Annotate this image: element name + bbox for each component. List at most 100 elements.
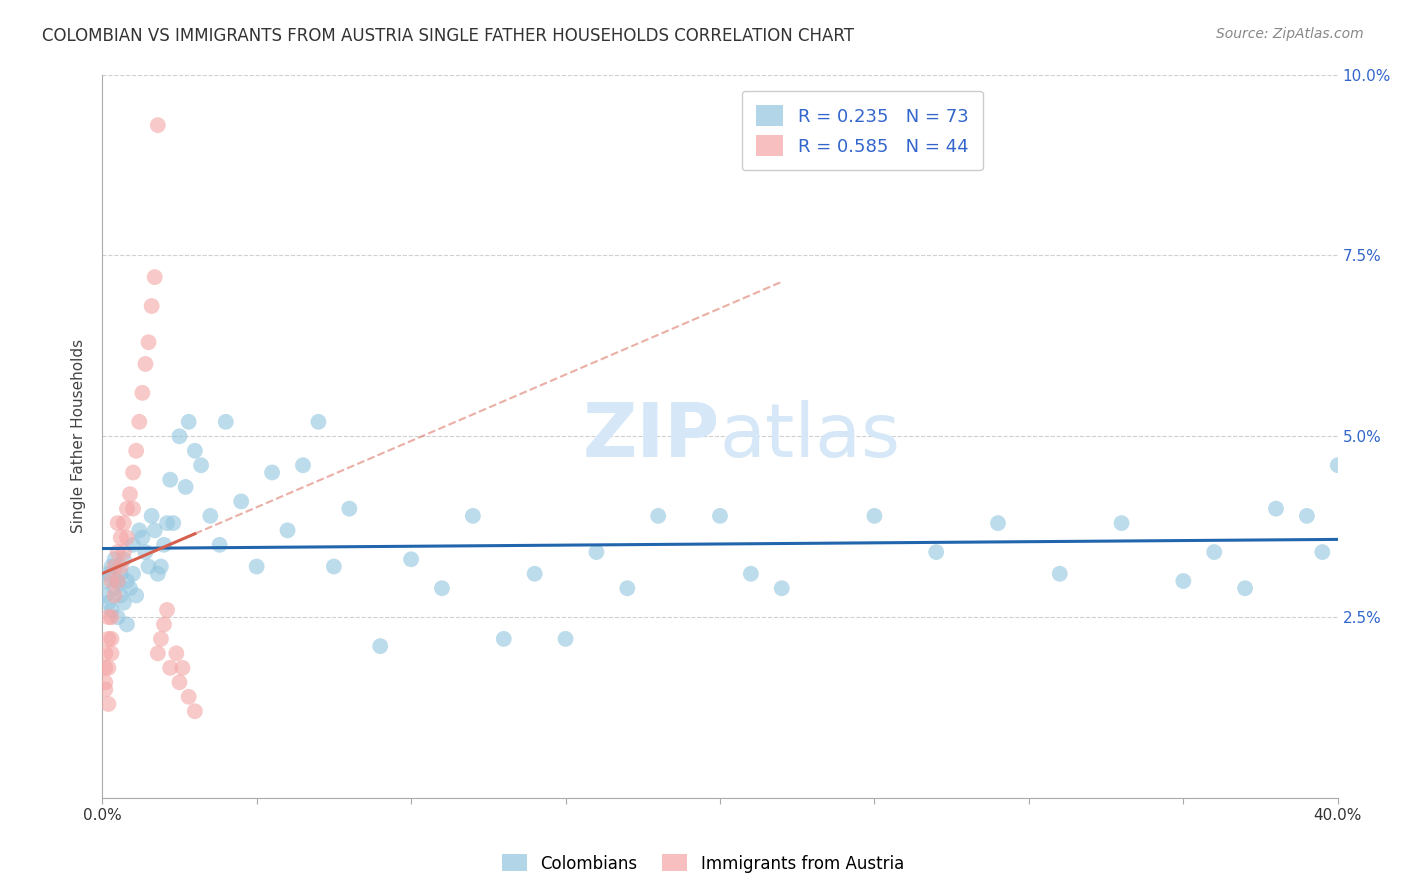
Point bbox=[138, 335, 160, 350]
Point bbox=[107, 574, 129, 588]
Point bbox=[128, 524, 150, 538]
Legend: R = 0.235   N = 73, R = 0.585   N = 44: R = 0.235 N = 73, R = 0.585 N = 44 bbox=[741, 91, 983, 170]
Point bbox=[172, 661, 194, 675]
Point bbox=[97, 661, 120, 675]
Point bbox=[107, 574, 129, 588]
Point bbox=[1234, 581, 1257, 595]
Point bbox=[1111, 516, 1133, 530]
Point bbox=[554, 632, 576, 646]
Point bbox=[987, 516, 1010, 530]
Point bbox=[131, 385, 153, 400]
Point bbox=[1173, 574, 1195, 588]
Point bbox=[647, 508, 669, 523]
Point bbox=[100, 574, 122, 588]
Point bbox=[134, 545, 156, 559]
Point bbox=[492, 632, 515, 646]
Point bbox=[307, 415, 329, 429]
Point bbox=[184, 443, 207, 458]
Point bbox=[146, 646, 169, 660]
Point bbox=[94, 682, 117, 697]
Point bbox=[461, 508, 484, 523]
Point bbox=[1295, 508, 1317, 523]
Point bbox=[1049, 566, 1071, 581]
Point bbox=[770, 581, 793, 595]
Point bbox=[112, 552, 135, 566]
Point bbox=[103, 589, 125, 603]
Point bbox=[107, 545, 129, 559]
Point bbox=[118, 581, 141, 595]
Point bbox=[94, 675, 117, 690]
Point bbox=[115, 531, 138, 545]
Point bbox=[115, 501, 138, 516]
Text: COLOMBIAN VS IMMIGRANTS FROM AUSTRIA SINGLE FATHER HOUSEHOLDS CORRELATION CHART: COLOMBIAN VS IMMIGRANTS FROM AUSTRIA SIN… bbox=[42, 27, 855, 45]
Point bbox=[103, 552, 125, 566]
Point bbox=[143, 270, 166, 285]
Text: ZIP: ZIP bbox=[582, 400, 720, 473]
Point bbox=[174, 480, 197, 494]
Point bbox=[94, 589, 117, 603]
Point bbox=[430, 581, 453, 595]
Point bbox=[122, 566, 145, 581]
Point bbox=[399, 552, 422, 566]
Point bbox=[925, 545, 948, 559]
Point bbox=[231, 494, 253, 508]
Point bbox=[863, 508, 886, 523]
Point bbox=[97, 596, 120, 610]
Point bbox=[112, 516, 135, 530]
Point bbox=[112, 545, 135, 559]
Point bbox=[1204, 545, 1226, 559]
Legend: Colombians, Immigrants from Austria: Colombians, Immigrants from Austria bbox=[495, 847, 911, 880]
Point bbox=[122, 501, 145, 516]
Point bbox=[100, 559, 122, 574]
Point bbox=[100, 646, 122, 660]
Point bbox=[134, 357, 156, 371]
Point bbox=[107, 610, 129, 624]
Point bbox=[1310, 545, 1333, 559]
Point bbox=[122, 466, 145, 480]
Text: Source: ZipAtlas.com: Source: ZipAtlas.com bbox=[1216, 27, 1364, 41]
Point bbox=[125, 443, 148, 458]
Point bbox=[100, 603, 122, 617]
Point bbox=[337, 501, 360, 516]
Point bbox=[110, 589, 132, 603]
Point bbox=[291, 458, 314, 473]
Point bbox=[368, 639, 391, 653]
Point bbox=[149, 559, 172, 574]
Point bbox=[131, 531, 153, 545]
Point bbox=[125, 589, 148, 603]
Point bbox=[122, 538, 145, 552]
Point bbox=[184, 704, 207, 718]
Point bbox=[277, 524, 299, 538]
Point bbox=[177, 690, 200, 704]
Point bbox=[322, 559, 344, 574]
Point bbox=[94, 646, 117, 660]
Point bbox=[1265, 501, 1288, 516]
Point bbox=[156, 516, 179, 530]
Point bbox=[112, 596, 135, 610]
Point bbox=[110, 559, 132, 574]
Point bbox=[97, 610, 120, 624]
Point bbox=[110, 566, 132, 581]
Point bbox=[128, 415, 150, 429]
Point bbox=[141, 508, 163, 523]
Point bbox=[165, 646, 187, 660]
Point bbox=[523, 566, 546, 581]
Point bbox=[262, 466, 284, 480]
Point bbox=[115, 617, 138, 632]
Point bbox=[94, 574, 117, 588]
Point bbox=[97, 566, 120, 581]
Point bbox=[153, 617, 176, 632]
Point bbox=[100, 610, 122, 624]
Point bbox=[246, 559, 269, 574]
Point bbox=[138, 559, 160, 574]
Point bbox=[107, 516, 129, 530]
Point bbox=[110, 531, 132, 545]
Point bbox=[709, 508, 731, 523]
Point bbox=[115, 574, 138, 588]
Point bbox=[169, 429, 191, 443]
Point bbox=[97, 697, 120, 711]
Point bbox=[740, 566, 762, 581]
Point bbox=[146, 118, 169, 132]
Point bbox=[146, 566, 169, 581]
Point bbox=[149, 632, 172, 646]
